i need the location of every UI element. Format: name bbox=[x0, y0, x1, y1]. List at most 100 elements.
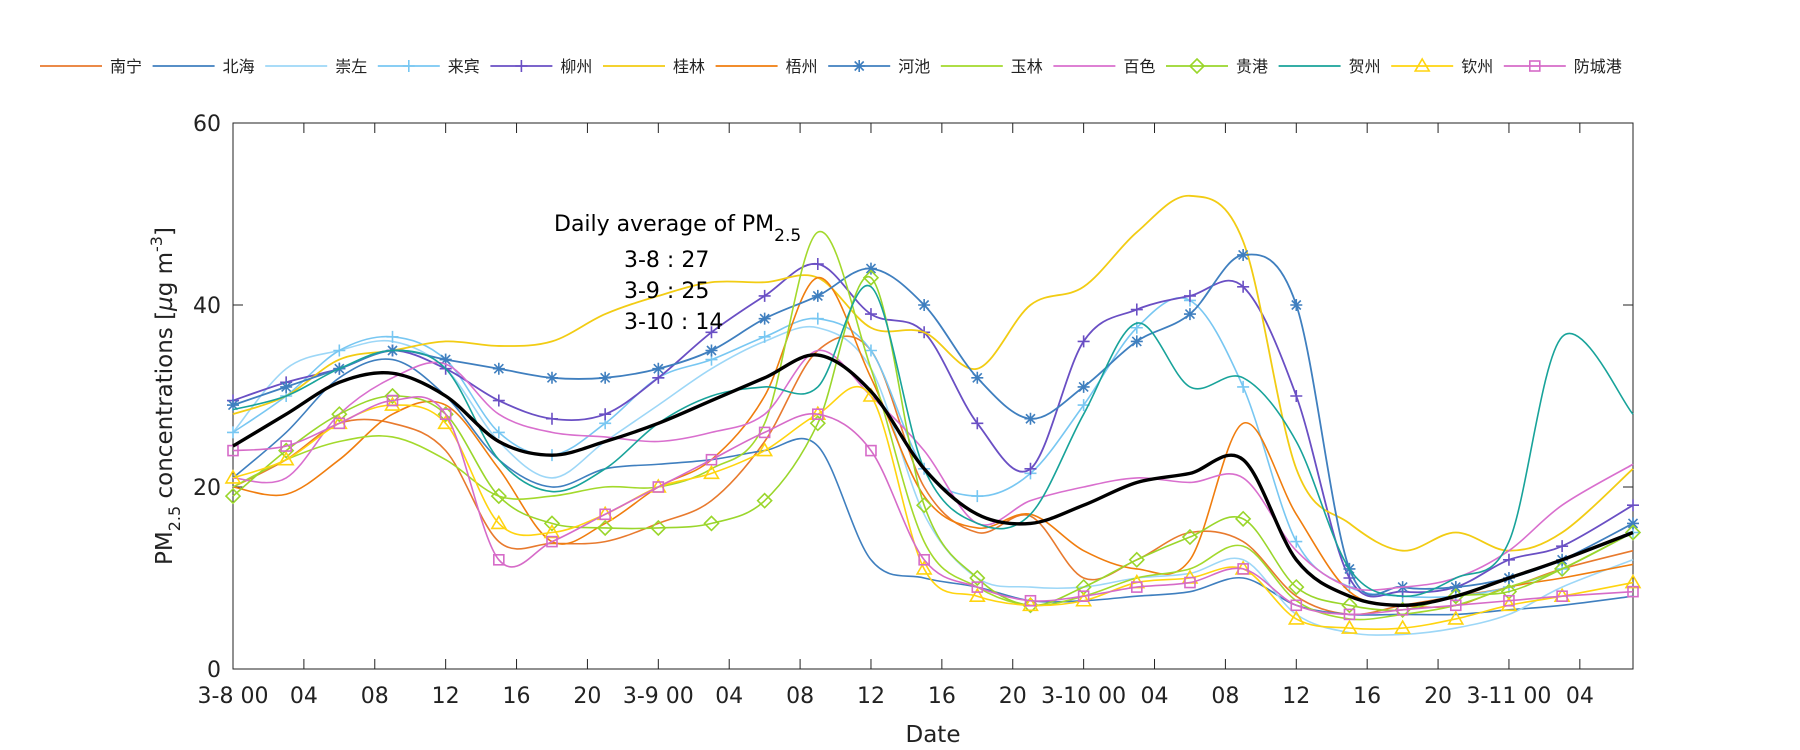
series-崇左 bbox=[232, 325, 1634, 636]
data-point-marker bbox=[492, 362, 505, 375]
annotation-line-2: 3-9 : 25 bbox=[624, 279, 709, 304]
data-point-marker bbox=[705, 326, 718, 339]
x-tick-label: 12 bbox=[857, 684, 885, 709]
data-point-marker bbox=[492, 394, 505, 407]
series-百色 bbox=[232, 349, 1634, 591]
data-point-marker bbox=[227, 426, 239, 439]
data-point-marker bbox=[1627, 499, 1639, 512]
data-point-marker bbox=[865, 444, 877, 457]
y-tick-label: 40 bbox=[193, 294, 221, 319]
series-梧州 bbox=[232, 276, 1634, 609]
x-tick-label: 3-11 00 bbox=[1466, 684, 1551, 709]
data-point-marker bbox=[545, 412, 558, 425]
data-point-marker bbox=[1022, 596, 1039, 612]
series-防城港 bbox=[227, 394, 1639, 621]
legend-item: 来宾 bbox=[377, 57, 480, 76]
data-point-marker bbox=[1449, 599, 1462, 612]
data-point-marker bbox=[384, 387, 401, 405]
data-point-marker bbox=[1184, 576, 1196, 589]
data-point-marker bbox=[1624, 524, 1642, 541]
data-point-marker bbox=[703, 515, 720, 532]
data-point-marker bbox=[1288, 578, 1305, 596]
data-point-marker bbox=[1553, 560, 1571, 578]
data-point-marker bbox=[1502, 553, 1515, 566]
chart-legend: 南宁 北海 崇左 来宾 柳州 桂林 梧州 河池 玉林 百色 贵港 贺州 钦州 防城港 bbox=[40, 57, 1622, 76]
data-point-marker bbox=[811, 312, 824, 325]
data-point-marker bbox=[1290, 299, 1303, 311]
data-point-marker bbox=[971, 490, 984, 503]
series-line bbox=[232, 353, 1634, 607]
data-point-marker bbox=[971, 371, 984, 384]
legend-item: 柳州 bbox=[490, 57, 592, 76]
x-tick-label: 16 bbox=[928, 684, 956, 709]
x-tick-label: 20 bbox=[999, 684, 1027, 709]
data-point-marker bbox=[543, 523, 561, 539]
x-tick-label: 3-8 00 bbox=[198, 684, 269, 709]
x-tick-label: 12 bbox=[1282, 684, 1310, 709]
data-point-marker bbox=[402, 60, 415, 72]
data-point-marker bbox=[333, 417, 346, 430]
x-tick-label: 04 bbox=[290, 684, 318, 709]
legend-label: 崇左 bbox=[335, 57, 367, 76]
legend-item: 防城港 bbox=[1503, 57, 1622, 76]
data-point-marker bbox=[1130, 303, 1143, 316]
legend-item: 桂林 bbox=[603, 57, 705, 76]
data-point-marker bbox=[599, 508, 611, 521]
y-tick-label: 60 bbox=[193, 112, 221, 137]
data-point-marker bbox=[705, 453, 718, 466]
data-point-marker bbox=[543, 515, 561, 532]
legend-label: 南宁 bbox=[110, 57, 142, 76]
legend-label: 钦州 bbox=[1461, 57, 1493, 76]
series-line bbox=[232, 275, 1634, 612]
x-tick-label: 20 bbox=[1424, 684, 1452, 709]
annotation-line-1: 3-8 : 27 bbox=[624, 248, 709, 273]
series-layer bbox=[224, 194, 1642, 636]
data-point-marker bbox=[599, 408, 612, 421]
x-axis-label: Date bbox=[906, 722, 961, 748]
data-point-marker bbox=[1130, 581, 1143, 593]
data-point-marker bbox=[811, 258, 824, 271]
legend-label: 贵港 bbox=[1236, 57, 1268, 76]
series-line bbox=[232, 263, 1634, 598]
data-point-marker bbox=[493, 553, 505, 566]
data-point-marker bbox=[811, 289, 824, 302]
data-point-marker bbox=[331, 406, 348, 423]
data-point-marker bbox=[1024, 462, 1037, 475]
data-point-marker bbox=[280, 380, 293, 393]
data-point-marker bbox=[652, 481, 665, 493]
data-point-marker bbox=[386, 330, 399, 343]
legend-item: 百色 bbox=[1053, 57, 1155, 76]
legend-item: 玉林 bbox=[940, 57, 1043, 76]
data-point-marker bbox=[280, 440, 292, 452]
data-point-marker bbox=[1183, 289, 1196, 302]
legend-label: 百色 bbox=[1123, 57, 1155, 76]
y-tick-label: 0 bbox=[207, 658, 221, 683]
series-line bbox=[232, 325, 1634, 636]
series-line bbox=[232, 396, 1634, 616]
x-tick-label: 16 bbox=[503, 684, 531, 709]
data-point-marker bbox=[1024, 412, 1037, 425]
x-tick-label: 20 bbox=[573, 684, 601, 709]
annotation-title: Daily average of PM2.5 bbox=[554, 212, 801, 246]
legend-item: 梧州 bbox=[715, 57, 818, 76]
data-point-marker bbox=[492, 426, 505, 439]
data-point-marker bbox=[490, 487, 507, 505]
data-point-marker bbox=[968, 587, 986, 602]
data-point-marker bbox=[853, 60, 866, 72]
data-point-marker bbox=[758, 312, 771, 325]
data-point-marker bbox=[1077, 335, 1090, 348]
data-point-marker bbox=[864, 262, 877, 275]
data-point-marker bbox=[969, 569, 986, 587]
legend-item: 钦州 bbox=[1391, 57, 1493, 76]
legend-item: 贺州 bbox=[1278, 57, 1381, 76]
x-tick-label: 3-10 00 bbox=[1041, 684, 1126, 709]
data-point-marker bbox=[1290, 390, 1303, 402]
data-point-marker bbox=[1130, 335, 1143, 348]
data-point-marker bbox=[1077, 590, 1090, 603]
y-tick-label: 20 bbox=[193, 476, 221, 501]
data-point-marker bbox=[515, 60, 528, 72]
x-tick-label: 16 bbox=[1353, 684, 1381, 709]
x-tick-label: 08 bbox=[786, 684, 814, 709]
data-point-marker bbox=[812, 408, 824, 421]
